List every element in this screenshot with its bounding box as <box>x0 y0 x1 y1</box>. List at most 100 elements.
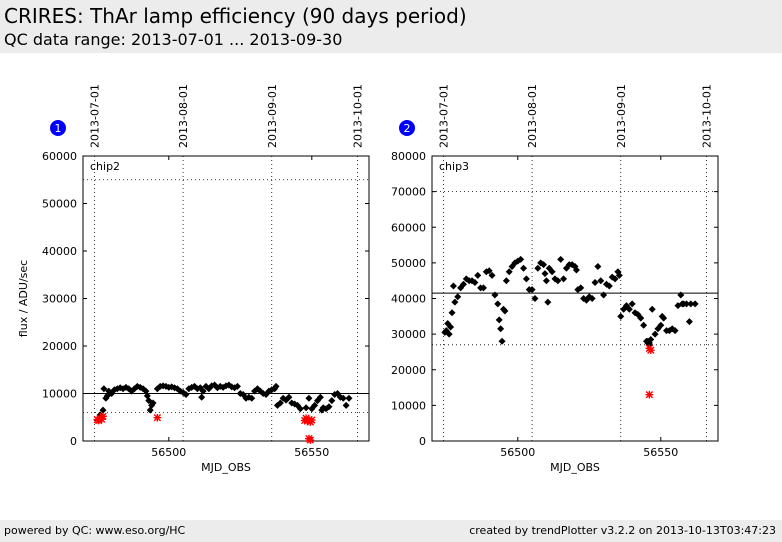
data-point <box>449 282 457 290</box>
outlier-point <box>153 413 162 422</box>
y-tick-label: 60000 <box>42 150 77 163</box>
data-point <box>560 275 568 283</box>
data-point <box>640 321 648 329</box>
date-label: 2013-07-01 <box>437 84 450 148</box>
data-point <box>325 403 333 411</box>
date-label: 2013-10-01 <box>352 84 365 148</box>
data-point <box>671 327 679 335</box>
y-tick-label: 10000 <box>391 399 426 412</box>
panel-number-label: 1 <box>55 122 62 135</box>
data-point <box>445 330 453 338</box>
data-point <box>328 397 336 405</box>
y-tick-label: 40000 <box>391 293 426 306</box>
y-tick-label: 80000 <box>391 150 426 163</box>
data-point <box>488 271 496 279</box>
data-point <box>548 268 556 276</box>
data-point <box>316 393 324 401</box>
y-tick-label: 50000 <box>391 257 426 270</box>
data-point <box>99 406 107 414</box>
data-point <box>498 337 506 345</box>
y-tick-label: 0 <box>70 435 77 448</box>
outlier-point <box>302 414 310 423</box>
y-tick-label: 20000 <box>391 364 426 377</box>
y-axis-label: flux / ADU/sec <box>17 260 30 337</box>
panel-label: chip3 <box>439 160 469 173</box>
data-point <box>339 394 347 402</box>
data-point <box>660 314 668 322</box>
data-point <box>597 277 605 285</box>
data-point <box>272 382 280 390</box>
x-tick-label: 56500 <box>151 446 186 459</box>
x-axis-label: MJD_OBS <box>550 461 600 474</box>
data-point <box>302 404 310 412</box>
data-point <box>505 268 513 276</box>
data-point <box>683 300 691 308</box>
data-point <box>471 278 479 286</box>
date-label: 2013-09-01 <box>266 84 279 148</box>
data-point <box>542 277 550 285</box>
data-point <box>687 300 695 308</box>
data-point <box>541 270 549 278</box>
data-point <box>594 262 602 270</box>
date-label: 2013-09-01 <box>615 84 628 148</box>
data-point <box>617 312 625 320</box>
data-point <box>691 300 699 308</box>
outlier-point <box>307 416 316 424</box>
data-point <box>685 318 693 326</box>
date-label: 2013-10-01 <box>701 84 714 148</box>
data-point <box>540 261 548 269</box>
y-tick-label: 10000 <box>42 388 77 401</box>
footer-bar: powered by QC: www.eso.org/HC created by… <box>0 520 782 542</box>
data-point <box>447 323 455 331</box>
y-tick-label: 30000 <box>391 328 426 341</box>
data-point <box>459 280 467 288</box>
data-point <box>615 271 623 279</box>
data-point <box>588 295 596 302</box>
data-point <box>625 305 633 313</box>
date-label: 2013-07-01 <box>88 84 101 148</box>
chart-panel-1: 2013-07-01 2013-08-01 2013-09-01 2013-10-01… <box>17 84 370 474</box>
y-tick-label: 50000 <box>42 198 77 211</box>
date-label: 2013-08-01 <box>177 84 190 148</box>
data-point <box>342 401 350 409</box>
header-bar: CRIRES: ThAr lamp efficiency (90 days pe… <box>0 0 782 53</box>
data-point <box>591 278 599 286</box>
y-tick-label: 0 <box>419 435 426 448</box>
plot-frame <box>82 155 370 442</box>
data-point <box>501 307 509 315</box>
data-point <box>554 277 562 285</box>
data-point <box>198 393 206 401</box>
data-point <box>276 399 284 407</box>
data-point <box>502 277 510 285</box>
data-point <box>611 275 619 283</box>
data-point <box>479 284 487 292</box>
plot-frame <box>431 155 719 442</box>
data-point <box>497 325 505 333</box>
data-point <box>182 390 190 398</box>
panel-number-label: 2 <box>404 122 411 135</box>
data-point <box>199 387 207 395</box>
page-subtitle: QC data range: 2013-07-01 ... 2013-09-30 <box>4 30 343 49</box>
data-point <box>657 321 665 329</box>
data-point <box>248 394 256 402</box>
chart-panel-2: 2013-07-01 2013-08-01 2013-09-01 2013-10-01… <box>391 84 719 474</box>
x-tick-label: 56550 <box>643 446 678 459</box>
y-tick-label: 20000 <box>42 340 77 353</box>
y-tick-label: 30000 <box>42 293 77 306</box>
data-point <box>491 291 499 299</box>
charts-area: 2013-07-01 2013-08-01 2013-09-01 2013-10-01… <box>17 84 719 474</box>
data-point <box>651 330 659 338</box>
outlier-point <box>646 346 655 354</box>
data-point <box>572 266 580 274</box>
data-point <box>448 309 456 317</box>
data-point <box>534 264 542 272</box>
outlier-point <box>97 415 106 423</box>
data-point <box>305 394 313 402</box>
outlier-point <box>99 412 107 421</box>
data-point <box>628 300 636 308</box>
panel-number-badge <box>399 120 415 136</box>
y-tick-label: 40000 <box>42 245 77 258</box>
data-point <box>296 405 304 413</box>
panel-number-badge <box>50 120 66 136</box>
data-point <box>677 291 685 299</box>
